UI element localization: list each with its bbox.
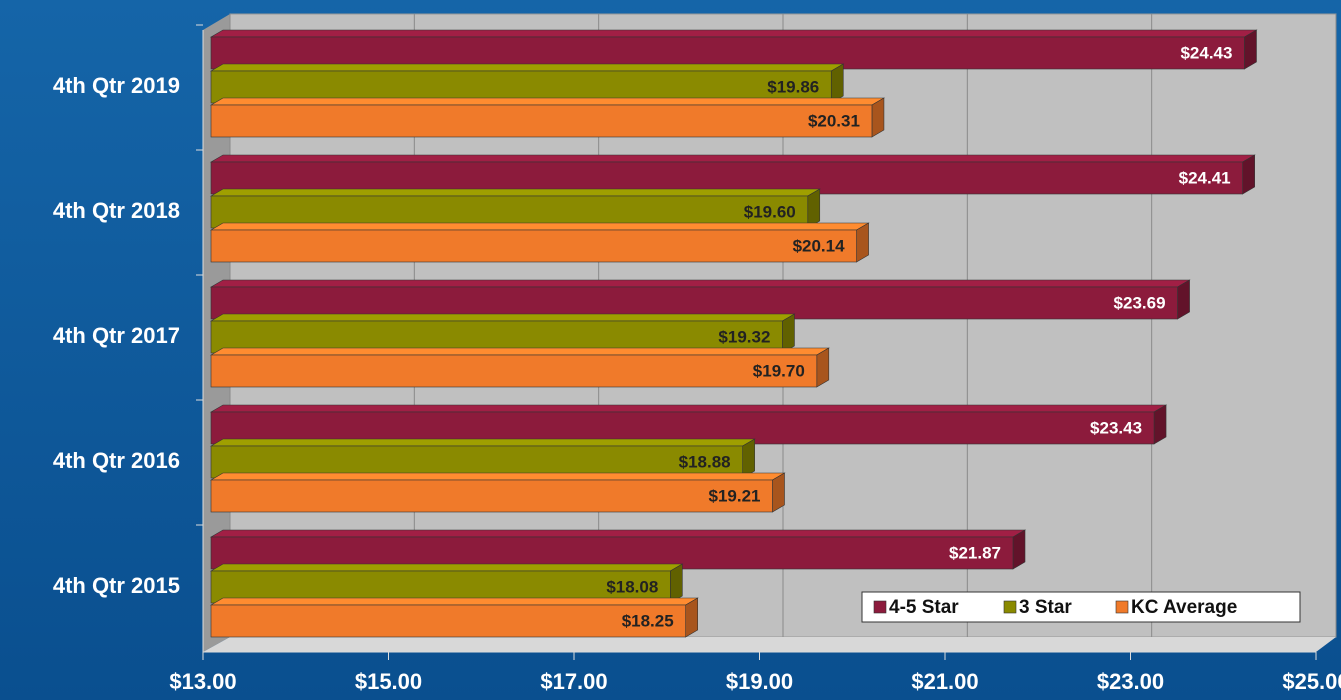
data-label: $21.87 bbox=[949, 543, 1001, 562]
bar bbox=[210, 536, 1014, 570]
x-tick-label: $15.00 bbox=[355, 669, 422, 694]
bar-top bbox=[209, 222, 870, 231]
bar bbox=[210, 161, 1243, 195]
data-label: $19.60 bbox=[744, 202, 796, 221]
bar bbox=[210, 104, 873, 138]
bar-top bbox=[209, 97, 886, 106]
bar-side bbox=[856, 222, 869, 263]
data-label: $18.88 bbox=[679, 452, 731, 471]
bar-side bbox=[782, 313, 795, 354]
x-tick-label: $17.00 bbox=[540, 669, 607, 694]
data-label: $23.69 bbox=[1114, 293, 1166, 312]
x-tick-label: $19.00 bbox=[726, 669, 793, 694]
bar bbox=[210, 570, 671, 604]
bar bbox=[210, 229, 857, 263]
bar bbox=[210, 479, 773, 513]
data-label: $19.32 bbox=[718, 327, 770, 346]
bar-top bbox=[209, 313, 796, 322]
data-label: $23.43 bbox=[1090, 418, 1142, 437]
bar-side bbox=[1244, 29, 1257, 70]
data-label: $18.08 bbox=[606, 577, 658, 596]
bar-side bbox=[807, 188, 821, 229]
legend-swatch bbox=[873, 600, 887, 614]
data-label: $20.14 bbox=[793, 236, 846, 255]
bar-side bbox=[816, 347, 830, 388]
bar-side bbox=[1177, 279, 1190, 320]
y-tick-label: 4th Qtr 2017 bbox=[53, 323, 180, 348]
bar-side bbox=[1242, 154, 1255, 195]
bar bbox=[210, 445, 743, 479]
bar-top bbox=[209, 404, 1168, 413]
bar-top bbox=[209, 529, 1027, 538]
data-label: $19.21 bbox=[708, 486, 760, 505]
legend-box bbox=[861, 591, 1301, 623]
x-tick-label: $23.00 bbox=[1097, 669, 1164, 694]
legend-swatch bbox=[1115, 600, 1129, 614]
bar-side bbox=[1153, 404, 1167, 445]
x-tick-label: $13.00 bbox=[169, 669, 236, 694]
bar-top bbox=[209, 154, 1256, 163]
bar-top bbox=[209, 597, 699, 606]
bar-top bbox=[209, 438, 756, 447]
legend-label: 4-5 Star bbox=[889, 597, 959, 618]
bar bbox=[210, 70, 832, 104]
bar bbox=[210, 36, 1245, 70]
bar-top bbox=[209, 563, 684, 572]
bar bbox=[210, 604, 686, 638]
bar-side bbox=[742, 438, 755, 479]
bar bbox=[210, 354, 818, 388]
bar-top bbox=[209, 347, 830, 356]
data-label: $19.86 bbox=[767, 77, 819, 96]
bar-side bbox=[685, 597, 698, 638]
bar bbox=[210, 320, 783, 354]
y-tick-label: 4th Qtr 2018 bbox=[53, 198, 180, 223]
bar-top bbox=[209, 279, 1191, 288]
bar-top bbox=[209, 63, 845, 72]
bar-side bbox=[830, 63, 844, 104]
x-tick-label: $21.00 bbox=[911, 669, 978, 694]
data-label: $24.43 bbox=[1180, 43, 1232, 62]
data-label: $20.31 bbox=[808, 111, 860, 130]
bar bbox=[210, 411, 1155, 445]
bar-side bbox=[772, 472, 785, 513]
legend-label: KC Average bbox=[1131, 597, 1237, 618]
bar-side bbox=[871, 97, 885, 138]
y-tick-label: 4th Qtr 2019 bbox=[53, 73, 180, 98]
bar bbox=[210, 286, 1178, 320]
bar bbox=[210, 195, 809, 229]
data-label: $18.25 bbox=[622, 611, 674, 630]
y-tick-label: 4th Qtr 2016 bbox=[53, 448, 180, 473]
data-label: $24.41 bbox=[1179, 168, 1231, 187]
floor bbox=[203, 637, 1336, 652]
y-tick-label: 4th Qtr 2015 bbox=[53, 573, 180, 598]
x-tick-label: $25.00 bbox=[1282, 669, 1341, 694]
legend-swatch bbox=[1003, 600, 1017, 614]
bar-top bbox=[209, 472, 786, 481]
bar-top bbox=[209, 29, 1258, 38]
data-label: $19.70 bbox=[753, 361, 805, 380]
bar-side bbox=[1012, 529, 1026, 570]
bar-side bbox=[670, 563, 683, 604]
bar-top bbox=[209, 188, 821, 197]
legend-label: 3 Star bbox=[1019, 597, 1072, 618]
